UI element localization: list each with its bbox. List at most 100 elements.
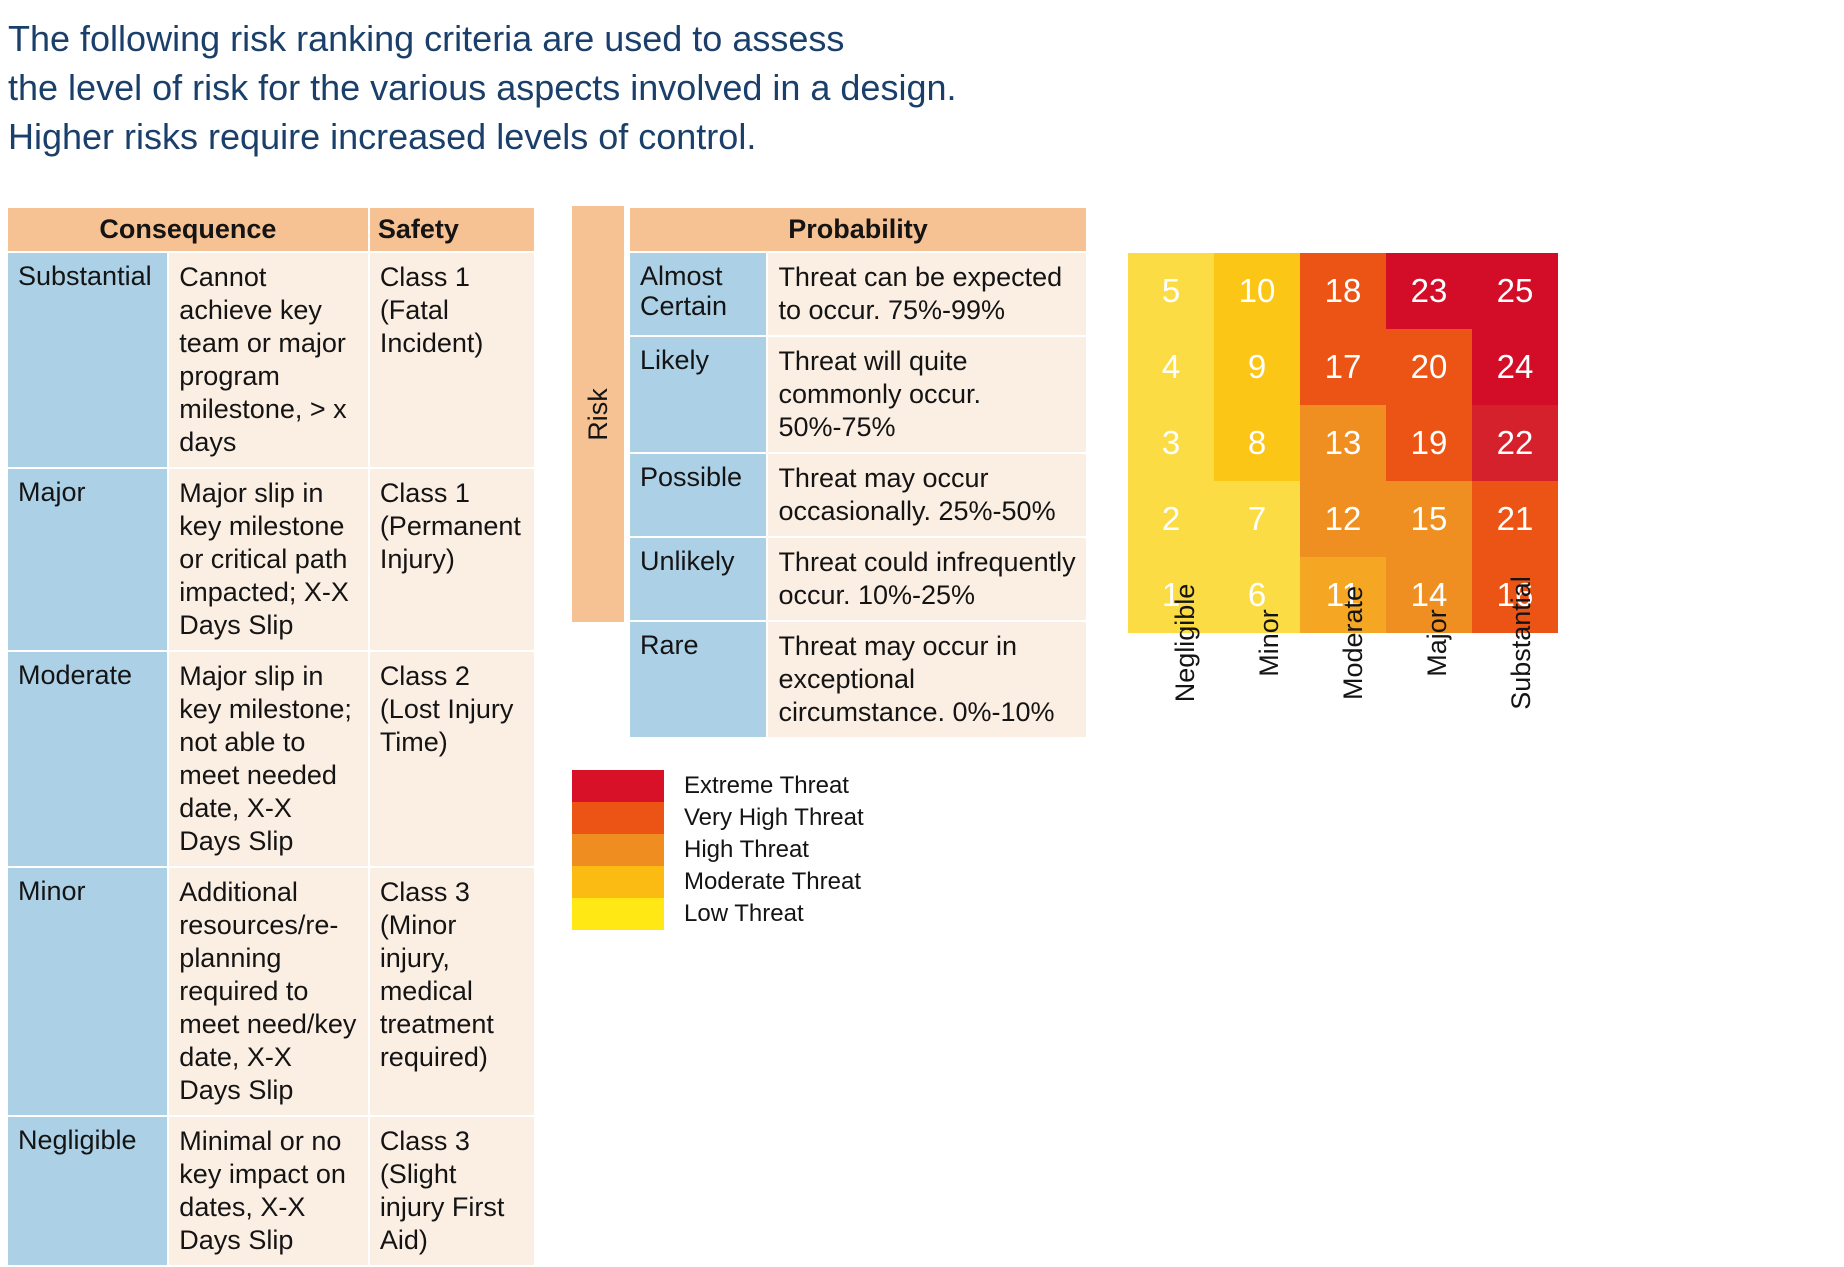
matrix-cell: 5 [1128, 253, 1214, 329]
matrix-cell: 20 [1386, 329, 1472, 405]
table-row: Almost Certain Threat can be expected to … [630, 253, 1086, 335]
matrix-axis-label: Minor [1212, 609, 1296, 789]
matrix-cell: 2 [1128, 481, 1214, 557]
matrix-axis-label: Negligible [1128, 584, 1212, 789]
table-row: Minor Additional resources/re-planning re… [8, 868, 534, 1115]
consequence-level: Substantial [8, 253, 168, 467]
matrix-cell: 18 [1300, 253, 1386, 329]
matrix-axis-label: Major [1380, 609, 1464, 789]
table-row: Major Major slip in key milestone or crit… [8, 469, 534, 650]
legend-swatch [572, 802, 664, 834]
matrix-cell: 24 [1472, 329, 1558, 405]
consequence-description: Cannot achieve key team or major program… [169, 253, 368, 467]
safety-class: Class 1 (Permanent Injury) [369, 469, 534, 650]
threat-legend: Extreme Threat Very High Threat High Threa… [572, 770, 864, 930]
probability-description: Threat could infrequently occur. 10%-25% [768, 538, 1086, 620]
legend-labels: Extreme Threat Very High Threat High Threa… [684, 770, 864, 930]
consequence-description: Major slip in key milestone; not able to… [169, 652, 368, 866]
consequence-level: Negligible [8, 1117, 168, 1265]
matrix-row: 1 6 11 14 16 [1128, 557, 1558, 633]
table-row: Possible Threat may occur occasionally. 2… [630, 454, 1086, 536]
safety-class: Class 1 (Fatal Incident) [369, 253, 534, 467]
matrix-row: 3 8 13 19 22 [1128, 405, 1558, 481]
consequence-table: Consequence Safety Substantial Cannot ach… [6, 206, 536, 1267]
matrix-cell: 14 [1386, 557, 1472, 633]
probability-description: Threat can be expected to occur. 75%-99% [768, 253, 1086, 335]
matrix-cell: 1 [1128, 557, 1214, 633]
legend-label: Very High Threat [684, 804, 864, 831]
risk-axis-label: Risk [572, 206, 624, 622]
consequence-level: Minor [8, 868, 168, 1115]
matrix-cell: 10 [1214, 253, 1300, 329]
matrix-cell: 25 [1472, 253, 1558, 329]
matrix-x-axis: Negligible Minor Moderate Major Substantial [1128, 576, 1558, 789]
probability-description: Threat will quite commonly occur. 50%-75… [768, 337, 1086, 452]
legend-label: Extreme Threat [684, 772, 849, 799]
table-row: Negligible Minimal or no key impact on da… [8, 1117, 534, 1265]
consequence-level: Moderate [8, 652, 168, 866]
matrix-cell: 4 [1128, 329, 1214, 405]
consequence-description: Minimal or no key impact on dates, X-X D… [169, 1117, 368, 1265]
matrix-cell: 23 [1386, 253, 1472, 329]
legend-swatch [572, 834, 664, 866]
risk-axis-label-text: Risk [582, 387, 613, 441]
matrix-axis-label-text: Minor [1254, 609, 1284, 677]
header-safety: Safety [369, 208, 534, 251]
matrix-cell: 7 [1214, 481, 1300, 557]
consequence-level: Major [8, 469, 168, 650]
matrix-cell: 8 [1214, 405, 1300, 481]
consequence-description: Major slip in key milestone or critical … [169, 469, 368, 650]
matrix-axis-label-text: Substantial [1506, 576, 1536, 710]
probability-table: Probability Almost Certain Threat can be … [628, 206, 1088, 739]
matrix-cell: 11 [1300, 557, 1386, 633]
matrix-cell: 17 [1300, 329, 1386, 405]
matrix-axis-label-text: Moderate [1338, 585, 1368, 701]
probability-level: Likely [630, 337, 767, 452]
risk-matrix-block: 5 10 18 23 25 4 9 17 20 24 3 8 13 19 22 2 7 12 15 21 1 6 11 14 1… [1128, 253, 1558, 789]
table-row: Rare Threat may occur in exceptional circ… [630, 622, 1086, 737]
consequence-table-header-row: Consequence Safety [8, 208, 534, 251]
legend-swatch [572, 770, 664, 802]
matrix-cell: 16 [1472, 557, 1558, 633]
matrix-cell: 6 [1214, 557, 1300, 633]
matrix-axis-label-text: Negligible [1170, 583, 1200, 703]
legend-label: Moderate Threat [684, 868, 861, 895]
matrix-cell: 12 [1300, 481, 1386, 557]
matrix-row: 2 7 12 15 21 [1128, 481, 1558, 557]
table-row: Moderate Major slip in key milestone; not… [8, 652, 534, 866]
safety-class: Class 3 (Minor injury, medical treatment… [369, 868, 534, 1115]
matrix-cell: 13 [1300, 405, 1386, 481]
matrix-cell: 3 [1128, 405, 1214, 481]
matrix-cell: 21 [1472, 481, 1558, 557]
legend-label: High Threat [684, 836, 809, 863]
safety-class: Class 3 (Slight injury First Aid) [369, 1117, 534, 1265]
legend-swatches [572, 770, 664, 930]
probability-level: Unlikely [630, 538, 767, 620]
probability-level: Rare [630, 622, 767, 737]
matrix-row: 4 9 17 20 24 [1128, 329, 1558, 405]
matrix-cell: 15 [1386, 481, 1472, 557]
safety-class: Class 2 (Lost Injury Time) [369, 652, 534, 866]
probability-description: Threat may occur occasionally. 25%-50% [768, 454, 1086, 536]
header-probability: Probability [630, 208, 1086, 251]
matrix-axis-label: Substantial [1464, 576, 1548, 789]
risk-matrix: 5 10 18 23 25 4 9 17 20 24 3 8 13 19 22 2 7 12 15 21 1 6 11 14 1… [1128, 253, 1558, 633]
table-row: Substantial Cannot achieve key team or ma… [8, 253, 534, 467]
probability-table-header-row: Probability [630, 208, 1086, 251]
matrix-cell: 19 [1386, 405, 1472, 481]
table-row: Unlikely Threat could infrequently occur.… [630, 538, 1086, 620]
consequence-description: Additional resources/re-planning require… [169, 868, 368, 1115]
page-title: The following risk ranking criteria are … [8, 18, 957, 157]
matrix-cell: 22 [1472, 405, 1558, 481]
matrix-axis-label: Moderate [1296, 586, 1380, 789]
legend-swatch [572, 866, 664, 898]
legend-swatch [572, 898, 664, 930]
probability-level: Almost Certain [630, 253, 767, 335]
probability-description: Threat may occur in exceptional circumst… [768, 622, 1086, 737]
matrix-axis-label-text: Major [1422, 609, 1452, 677]
header-consequence: Consequence [8, 208, 368, 251]
matrix-cell: 9 [1214, 329, 1300, 405]
probability-level: Possible [630, 454, 767, 536]
legend-label: Low Threat [684, 900, 804, 927]
matrix-row: 5 10 18 23 25 [1128, 253, 1558, 329]
